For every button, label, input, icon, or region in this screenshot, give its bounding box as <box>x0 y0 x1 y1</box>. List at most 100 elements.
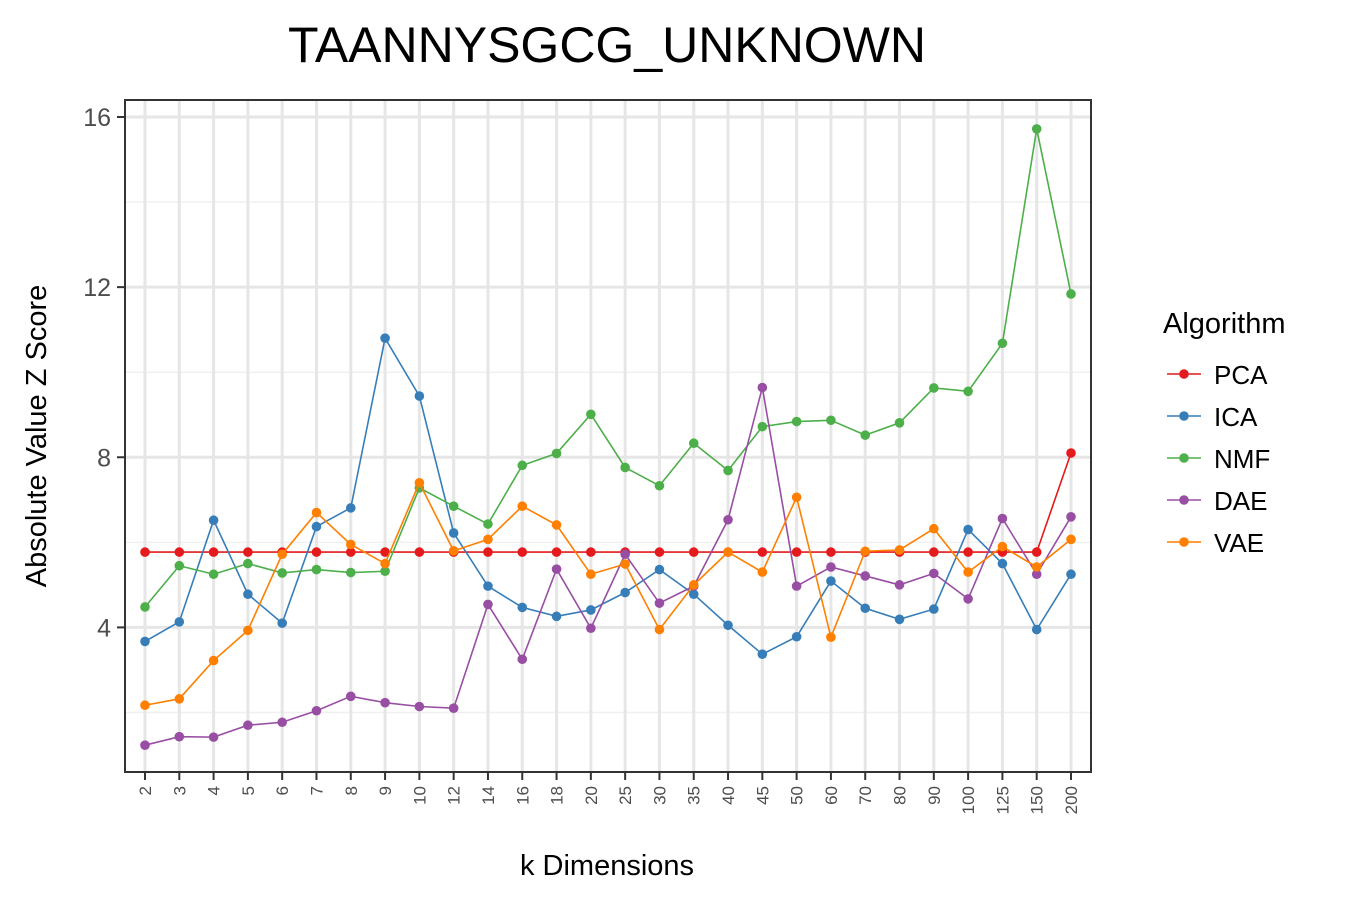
data-point-nmf <box>380 566 390 577</box>
data-point-vae <box>1066 534 1076 545</box>
data-point-vae <box>243 625 253 636</box>
data-point-pca <box>551 547 562 557</box>
y-tick-label: 16 <box>83 104 111 132</box>
y-tick-label: 4 <box>97 614 111 642</box>
data-point-ica <box>414 391 425 401</box>
data-point-vae <box>929 523 939 534</box>
x-axis: 2 3 4 5 6 7 8 9 10 12 14 16 18 20 25 30 35 40 45 50 60 70 80 90… <box>136 772 1081 814</box>
legend-marker-ica <box>1179 411 1189 421</box>
data-point-ica <box>483 581 493 591</box>
x-tick-label: 7 <box>307 786 326 795</box>
data-point-nmf <box>551 448 562 459</box>
x-tick-label: 90 <box>925 786 944 805</box>
data-point-pca <box>517 547 528 557</box>
data-point-dae <box>654 598 665 608</box>
data-point-nmf <box>1031 124 1042 134</box>
x-tick-label: 8 <box>342 786 361 795</box>
data-point-dae <box>380 697 390 708</box>
plot-panel-border <box>124 99 1092 773</box>
data-point-dae <box>243 720 253 731</box>
data-point-vae <box>997 541 1008 552</box>
data-point-ica <box>551 611 562 622</box>
data-point-vae <box>894 545 905 555</box>
data-point-vae <box>757 567 768 577</box>
data-point-ica <box>448 528 459 538</box>
data-point-pca <box>414 547 425 557</box>
series-line-ica <box>144 335 1072 656</box>
data-point-nmf <box>1066 289 1076 299</box>
data-point-ica <box>345 503 356 513</box>
series-line-dae <box>144 387 1072 746</box>
data-point-pca <box>586 547 596 557</box>
data-point-nmf <box>654 480 665 491</box>
y-axis-title: Absolute Value Z Score <box>21 285 53 588</box>
data-point-pca <box>208 547 219 557</box>
x-tick-label: 40 <box>719 786 738 805</box>
data-point-dae <box>586 623 596 634</box>
x-tick-label: 10 <box>410 786 429 805</box>
data-point-dae <box>551 564 562 574</box>
minor-gridlines <box>125 201 1091 714</box>
data-point-vae <box>791 492 802 503</box>
data-point-dae <box>1031 569 1042 580</box>
data-point-dae <box>997 513 1008 524</box>
data-point-nmf <box>723 465 733 476</box>
data-point-ica <box>997 558 1008 569</box>
x-tick-label: 12 <box>445 786 464 805</box>
data-point-nmf <box>277 568 287 578</box>
x-tick-label: 4 <box>205 786 224 795</box>
data-point-pca <box>1031 547 1042 557</box>
data-point-vae <box>688 580 699 590</box>
legend-label-dae: DAE <box>1214 486 1267 516</box>
data-point-nmf <box>586 409 596 420</box>
data-point-nmf <box>929 383 939 393</box>
data-point-pca <box>174 547 185 557</box>
data-point-dae <box>757 382 768 393</box>
data-point-dae <box>860 571 871 581</box>
data-point-ica <box>620 587 630 598</box>
data-point-pca <box>688 547 699 557</box>
data-point-pca <box>140 547 150 557</box>
y-tick-label: 12 <box>83 274 111 302</box>
data-point-dae <box>208 732 219 742</box>
data-point-ica <box>140 636 150 647</box>
data-point-nmf <box>620 462 630 473</box>
x-tick-label: 125 <box>993 786 1012 814</box>
legend-marker-dae <box>1179 495 1189 505</box>
data-point-dae <box>929 568 939 579</box>
data-point-pca <box>826 547 836 557</box>
data-point-vae <box>963 567 973 577</box>
data-point-nmf <box>791 416 802 427</box>
data-point-nmf <box>483 519 493 529</box>
data-point-nmf <box>860 430 871 440</box>
data-point-ica <box>894 614 905 625</box>
x-tick-label: 80 <box>891 786 910 805</box>
data-point-dae <box>620 549 630 560</box>
data-point-vae <box>414 477 425 488</box>
data-point-ica <box>929 604 939 614</box>
data-point-ica <box>757 649 768 659</box>
data-point-nmf <box>517 460 528 471</box>
data-point-dae <box>448 703 459 714</box>
data-point-ica <box>586 605 596 615</box>
y-tick-label: 8 <box>97 444 111 472</box>
series-group <box>140 124 1076 751</box>
legend-label-vae: VAE <box>1214 528 1264 558</box>
data-point-vae <box>1031 562 1042 572</box>
x-tick-label: 3 <box>170 786 189 795</box>
legend-label-ica: ICA <box>1214 402 1258 432</box>
x-tick-label: 30 <box>650 786 669 805</box>
data-point-ica <box>963 524 973 535</box>
legend: Algorithm PCA ICA NMF DAE VAE <box>1163 308 1286 558</box>
data-point-vae <box>586 569 596 580</box>
data-point-pca <box>345 547 356 557</box>
data-point-ica <box>654 564 665 575</box>
x-tick-label: 5 <box>239 786 258 795</box>
x-tick-label: 50 <box>788 786 807 805</box>
data-point-dae <box>483 599 493 610</box>
data-point-nmf <box>448 501 459 511</box>
x-tick-label: 100 <box>959 786 978 814</box>
data-point-vae <box>620 559 630 569</box>
data-point-vae <box>517 501 528 511</box>
